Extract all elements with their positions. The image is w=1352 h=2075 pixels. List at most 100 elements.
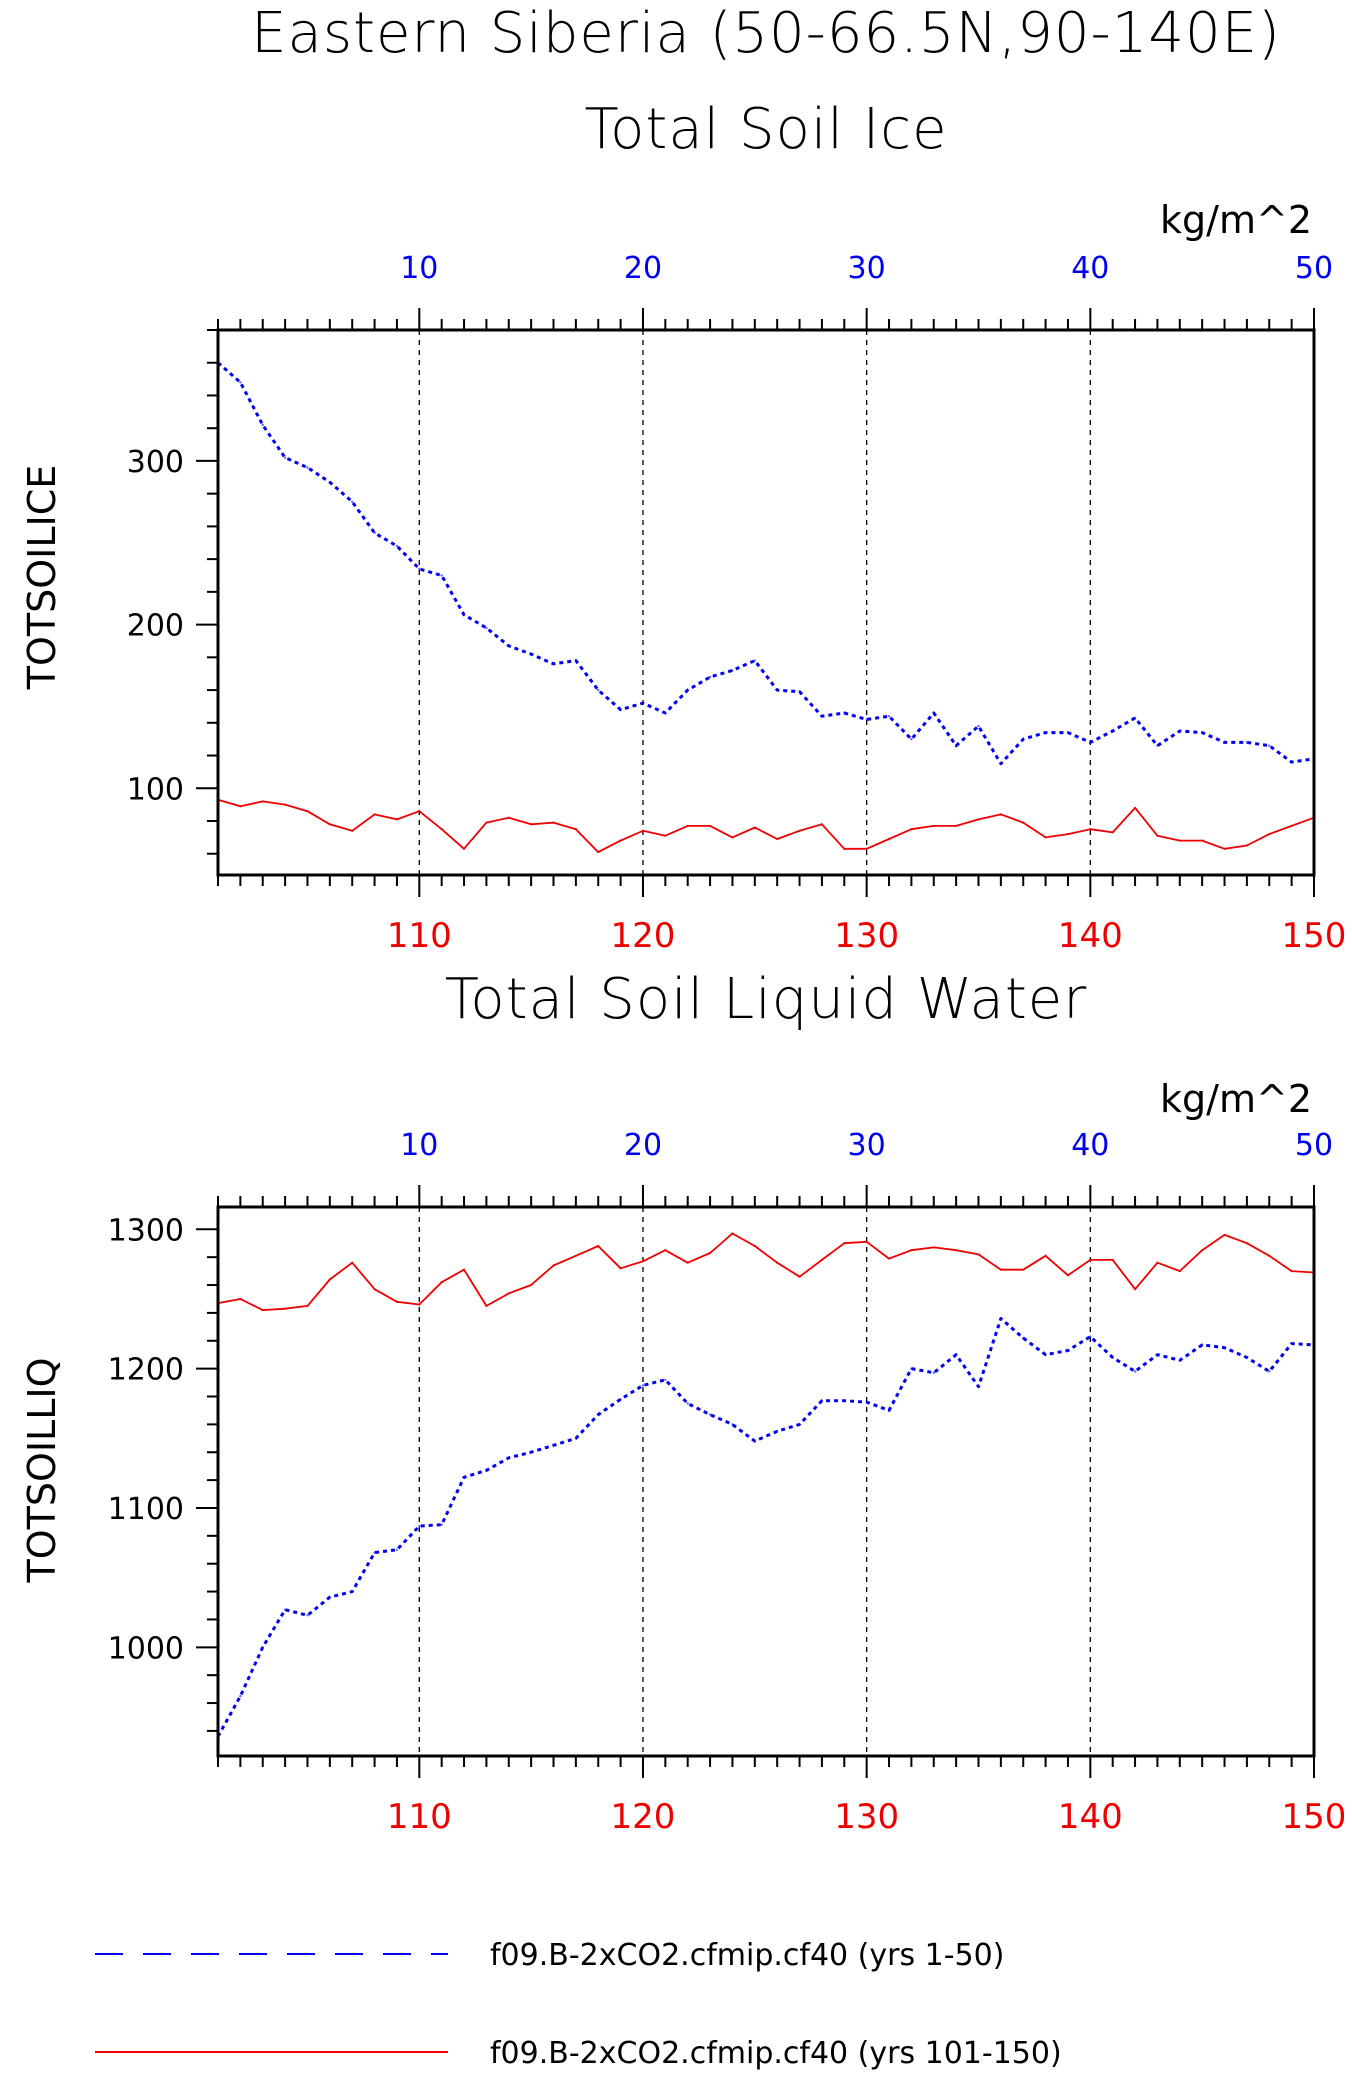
data-point — [1178, 729, 1182, 733]
data-point — [418, 567, 421, 571]
data-point — [731, 669, 734, 672]
data-point — [574, 1437, 578, 1440]
data-point — [306, 466, 309, 469]
y-tick-label: 200 — [127, 609, 184, 644]
x-top-tick-label: 30 — [848, 1128, 886, 1163]
data-point — [865, 847, 868, 850]
data-point — [910, 1249, 913, 1252]
data-point — [619, 1398, 622, 1401]
data-point — [753, 1244, 756, 1248]
data-point — [1178, 1269, 1182, 1273]
data-point — [1066, 832, 1070, 836]
data-point — [328, 1596, 331, 1599]
data-point — [977, 724, 980, 728]
data-point — [395, 818, 399, 821]
data-point — [820, 1258, 824, 1262]
data-point — [1223, 741, 1226, 744]
data-point — [954, 824, 958, 828]
data-point — [686, 824, 689, 828]
data-point — [373, 1551, 376, 1554]
data-point — [574, 1254, 578, 1258]
data-point — [731, 836, 734, 839]
data-point — [328, 481, 331, 484]
legend-item: f09.B-2xCO2.cfmip.cf40 (yrs 101-150) — [95, 2036, 1062, 2071]
data-point — [619, 839, 622, 842]
data-point — [798, 829, 801, 832]
data-point — [954, 744, 958, 747]
data-point — [395, 1548, 399, 1552]
data-point — [1089, 1258, 1092, 1262]
data-point — [641, 1384, 645, 1387]
data-point — [731, 1232, 734, 1235]
data-point — [261, 1308, 264, 1312]
data-point — [776, 1261, 779, 1264]
data-point — [776, 1430, 779, 1433]
data-point — [1111, 1356, 1114, 1359]
data-point — [1201, 731, 1204, 734]
data-point — [1111, 831, 1114, 834]
y-tick-label: 1200 — [108, 1353, 184, 1388]
data-point — [395, 1300, 399, 1304]
data-point — [440, 574, 443, 577]
data-point — [574, 828, 578, 831]
data-point — [1066, 1274, 1070, 1277]
x-top-tick-label: 10 — [400, 1128, 438, 1163]
data-point — [798, 690, 801, 693]
data-point — [261, 1646, 264, 1649]
data-point — [373, 813, 376, 816]
data-point — [708, 1413, 712, 1416]
x-bottom-tick-label: 140 — [1058, 916, 1123, 956]
data-point — [462, 1476, 466, 1479]
data-point — [283, 803, 287, 806]
data-point — [529, 652, 533, 656]
x-top-tick-label: 50 — [1295, 251, 1333, 286]
data-point — [1044, 1254, 1047, 1258]
series-line-blue-dashed — [216, 1317, 1315, 1738]
data-point — [440, 1523, 443, 1526]
x-bottom-tick-label: 150 — [1282, 1797, 1347, 1837]
data-point — [418, 1524, 421, 1528]
x-bottom-tick-label: 110 — [387, 916, 452, 956]
panel-title: Total Soil Liquid Water — [445, 967, 1088, 1032]
data-point — [1133, 1288, 1137, 1291]
data-point — [1022, 1268, 1025, 1271]
data-point — [977, 1253, 980, 1256]
data-point — [843, 1242, 846, 1245]
data-point — [1268, 1254, 1271, 1258]
data-point — [1156, 834, 1159, 837]
data-point — [1245, 1242, 1249, 1245]
data-point — [306, 1614, 309, 1617]
data-point — [440, 1281, 443, 1284]
data-point — [1245, 844, 1249, 847]
data-point — [910, 828, 913, 831]
data-point — [283, 456, 287, 459]
y-tick-label: 300 — [127, 445, 184, 480]
x-bottom-tick-label: 130 — [834, 1797, 899, 1837]
data-point — [597, 1413, 600, 1416]
data-point — [1022, 1336, 1025, 1340]
x-top-tick-label: 50 — [1295, 1128, 1333, 1163]
data-point — [283, 1307, 287, 1310]
data-point — [239, 1297, 242, 1301]
data-point — [910, 1367, 913, 1370]
series-line-red-solid — [217, 1232, 1315, 1311]
data-point — [485, 626, 488, 630]
data-point — [1156, 1261, 1159, 1264]
data-point — [574, 659, 578, 662]
y-axis-label: TOTSOILLIQ — [20, 1357, 64, 1583]
unit-label: kg/m^2 — [1160, 1077, 1312, 1121]
data-point — [753, 659, 756, 662]
data-point — [552, 1444, 555, 1447]
data-point — [597, 688, 600, 692]
y-tick-label: 100 — [127, 772, 184, 807]
data-point — [1290, 760, 1293, 764]
series-line-red-solid — [217, 798, 1315, 853]
data-point — [1022, 821, 1025, 824]
data-point — [1133, 1370, 1137, 1373]
data-point — [440, 828, 443, 831]
data-point — [529, 823, 533, 826]
data-point — [1201, 839, 1204, 842]
data-point — [932, 1246, 935, 1249]
data-point — [865, 1400, 868, 1404]
